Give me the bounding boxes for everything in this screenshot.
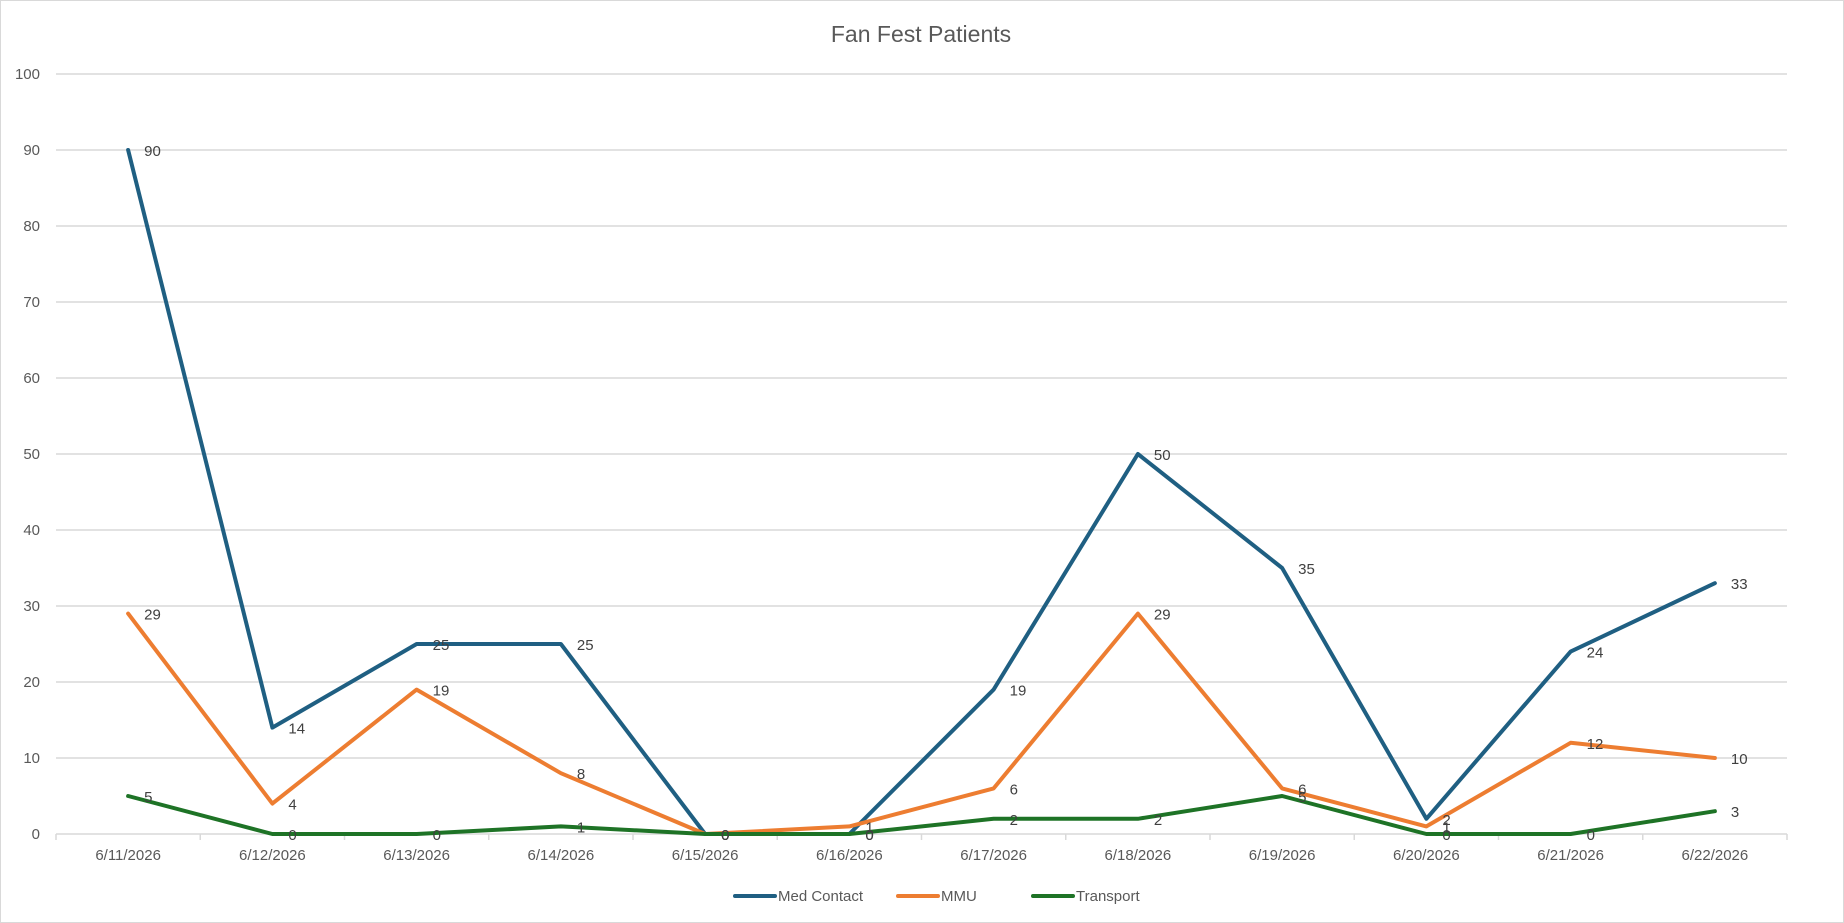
data-label-mmu: 19 (433, 683, 450, 700)
data-label-med-contact: 50 (1154, 447, 1171, 464)
data-label-mmu: 8 (577, 766, 585, 783)
x-tick-label: 6/21/2026 (1537, 847, 1604, 864)
data-label-med-contact: 0 (721, 827, 729, 844)
series-line-med-contact (126, 148, 1717, 836)
data-label-mmu: 1 (865, 819, 873, 836)
y-tick-label: 70 (23, 294, 40, 311)
data-label-med-contact: 35 (1298, 561, 1315, 578)
y-tick-label: 30 (23, 598, 40, 615)
x-tick-label: 6/13/2026 (383, 847, 450, 864)
x-tick-label: 6/15/2026 (672, 847, 739, 864)
legend: Med Contact MMU Transport (733, 888, 1140, 905)
y-tick-label: 90 (23, 142, 40, 159)
x-tick-label: 6/12/2026 (239, 847, 306, 864)
x-tick-label: 6/16/2026 (816, 847, 883, 864)
y-tick-label: 100 (15, 66, 40, 83)
data-label-mmu: 1 (1442, 819, 1450, 836)
y-axis-tick-labels: 0 10 20 30 40 50 60 70 80 90 100 (15, 66, 40, 843)
legend-label-med-contact: Med Contact (778, 888, 864, 905)
x-tick-label: 6/22/2026 (1682, 847, 1749, 864)
x-tick-label: 6/17/2026 (960, 847, 1027, 864)
data-label-transport: 0 (1587, 827, 1595, 844)
x-tick-label: 6/19/2026 (1249, 847, 1316, 864)
series-line-transport (126, 794, 1717, 836)
data-label-mmu: 12 (1587, 736, 1604, 753)
y-tick-label: 50 (23, 446, 40, 463)
data-label-med-contact: 24 (1587, 645, 1604, 662)
y-tick-label: 20 (23, 674, 40, 691)
data-label-mmu: 29 (1154, 607, 1171, 624)
y-tick-label: 40 (23, 522, 40, 539)
data-label-transport: 0 (433, 827, 441, 844)
data-label-mmu: 29 (144, 607, 161, 624)
y-tick-label: 10 (23, 750, 40, 767)
data-label-med-contact: 90 (144, 143, 161, 160)
chart-title: Fan Fest Patients (831, 21, 1011, 47)
data-label-transport: 5 (144, 789, 152, 806)
data-label-mmu: 4 (288, 797, 296, 814)
data-label-mmu: 10 (1731, 751, 1748, 768)
data-label-transport: 5 (1298, 789, 1306, 806)
y-tick-label: 0 (32, 826, 40, 843)
data-label-med-contact: 25 (433, 637, 450, 654)
data-label-med-contact: 14 (288, 721, 305, 738)
data-label-med-contact: 0 (865, 827, 873, 844)
data-label-transport: 0 (721, 827, 729, 844)
x-tick-label: 6/18/2026 (1105, 847, 1172, 864)
data-label-transport: 2 (1010, 812, 1018, 829)
data-label-med-contact: 33 (1731, 576, 1748, 593)
x-tick-label: 6/14/2026 (528, 847, 595, 864)
data-label-mmu: 6 (1298, 781, 1306, 798)
gridlines (56, 73, 1787, 759)
data-label-transport: 1 (577, 819, 585, 836)
y-tick-label: 60 (23, 370, 40, 387)
data-label-transport: 0 (288, 827, 296, 844)
data-label-med-contact: 25 (577, 637, 594, 654)
data-label-transport: 0 (865, 827, 873, 844)
x-tick-label: 6/20/2026 (1393, 847, 1460, 864)
series-line-mmu (126, 611, 1717, 836)
data-label-med-contact: 19 (1010, 683, 1027, 700)
data-label-mmu: 0 (721, 827, 729, 844)
x-tick-label: 6/11/2026 (95, 847, 161, 864)
legend-label-transport: Transport (1076, 888, 1140, 905)
x-axis: 6/11/2026 6/12/2026 6/13/2026 6/14/2026 6/15… (55, 833, 1788, 864)
data-label-transport: 3 (1731, 804, 1739, 821)
legend-label-mmu: MMU (941, 888, 977, 905)
data-label-transport: 0 (1442, 827, 1450, 844)
y-tick-label: 80 (23, 218, 40, 235)
data-label-transport: 2 (1154, 812, 1162, 829)
series-lines (126, 148, 1717, 836)
data-label-med-contact: 2 (1442, 812, 1450, 829)
data-label-mmu: 6 (1010, 781, 1018, 798)
